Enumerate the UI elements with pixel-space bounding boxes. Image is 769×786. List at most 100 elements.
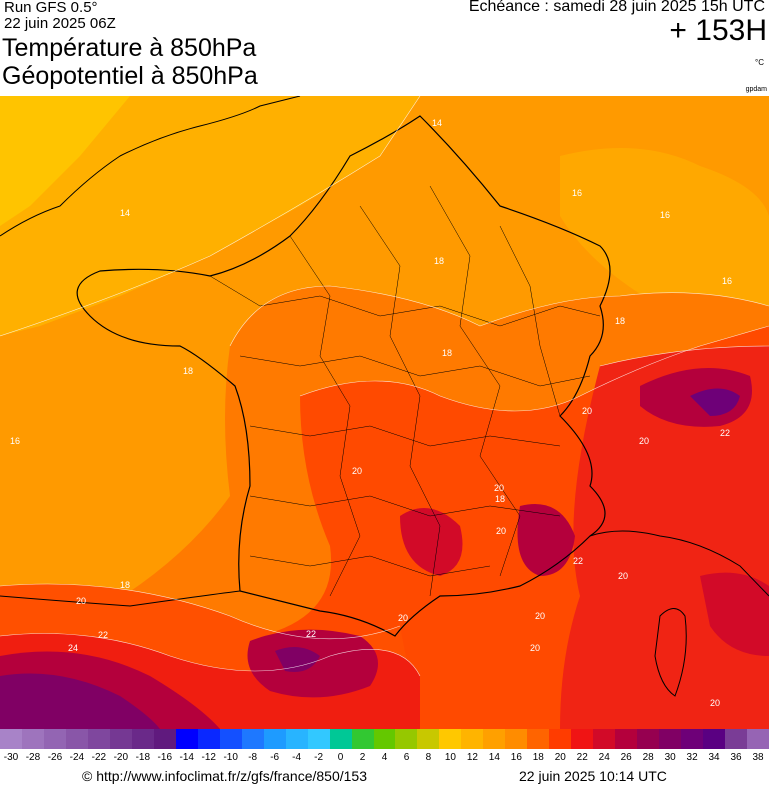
- scale-tick-label: -22: [91, 752, 107, 763]
- color-swatch: [153, 729, 177, 749]
- scale-tick-label: 38: [752, 752, 764, 763]
- color-swatch: [285, 729, 309, 749]
- color-swatch: [307, 729, 331, 749]
- run-label: Run GFS 0.5°: [4, 0, 98, 16]
- scale-tick-label: 30: [664, 752, 676, 763]
- contour-label: 20: [76, 596, 86, 606]
- contour-label: 16: [572, 188, 582, 198]
- title-temperature: Température à 850hPa: [2, 34, 257, 62]
- color-swatch: [549, 729, 572, 749]
- temperature-map: 14 14 16 16 16 16 18 18 18 18 18 20 20 2…: [0, 96, 769, 729]
- color-swatch: [659, 729, 682, 749]
- contour-label: 18: [615, 316, 625, 326]
- color-swatch: [505, 729, 528, 749]
- color-swatch: [263, 729, 287, 749]
- contour-labels: 14 14 16 16 16 16 18 18 18 18 18 20 20 2…: [10, 118, 732, 708]
- scale-tick-label: 36: [730, 752, 742, 763]
- color-swatch: [373, 729, 396, 749]
- scale-tick-label: 24: [598, 752, 610, 763]
- scale-tick-label: -2: [314, 752, 324, 763]
- color-swatch: [329, 729, 353, 749]
- contour-label: 16: [722, 276, 732, 286]
- scale-tick-label: 10: [444, 752, 456, 763]
- forecast-time: Echéance : samedi 28 juin 2025 15h UTC: [468, 0, 765, 15]
- scale-tick-label: 6: [403, 752, 410, 763]
- color-swatch: [681, 729, 704, 749]
- color-swatch: [703, 729, 726, 749]
- scale-tick-label: -12: [201, 752, 216, 763]
- source-url: © http://www.infoclimat.fr/z/gfs/france/…: [82, 768, 367, 784]
- scale-tick-label: -4: [292, 752, 302, 763]
- scale-tick-label: 28: [642, 752, 654, 763]
- color-swatch: [65, 729, 89, 749]
- map-canvas: 14 14 16 16 16 16 18 18 18 18 18 20 20 2…: [0, 96, 769, 729]
- color-swatch: [527, 729, 550, 749]
- color-swatch: [175, 729, 199, 749]
- scale-tick-label: 4: [381, 752, 388, 763]
- color-swatch: [219, 729, 243, 749]
- color-swatch: [0, 729, 23, 749]
- scale-tick-label: -18: [135, 752, 151, 763]
- scale-tick-label: 16: [510, 752, 522, 763]
- contour-label: 20: [710, 698, 720, 708]
- scale-tick-label: 12: [466, 752, 478, 763]
- color-swatch: [615, 729, 638, 749]
- scale-tick-label: -20: [113, 752, 129, 763]
- color-swatch: [593, 729, 616, 749]
- contour-label: 24: [68, 643, 78, 653]
- color-swatch: [483, 729, 506, 749]
- color-scale-ticks: -30 -28 -26 -24 -22 -20 -18 -16 -14 -12 -10 -8 -6 -4-…: [0, 752, 769, 766]
- contour-label: 18: [442, 348, 452, 358]
- contour-label: 20: [398, 613, 408, 623]
- contour-label: 18: [120, 580, 130, 590]
- field-24-italy: [700, 572, 769, 656]
- forecast-offset: + 153H: [669, 14, 767, 47]
- color-swatch: [571, 729, 594, 749]
- color-swatch: [351, 729, 374, 749]
- corsica-coast: [654, 608, 687, 697]
- scale-tick-label: 34: [708, 752, 720, 763]
- contour-label: 16: [660, 210, 670, 220]
- color-swatch: [747, 729, 769, 749]
- field-30-pyrenees: [275, 647, 320, 672]
- color-scale-bar: [0, 729, 769, 749]
- scale-tick-label: -26: [47, 752, 63, 763]
- contour-label: 20: [618, 571, 628, 581]
- contour-label: 20: [494, 483, 504, 493]
- italy-coast: [589, 530, 769, 597]
- color-swatch: [725, 729, 748, 749]
- contour-label: 20: [530, 643, 540, 653]
- contour-label: 16: [10, 436, 20, 446]
- generated-timestamp: 22 juin 2025 10:14 UTC: [519, 768, 667, 784]
- gpdam-label: gpdam: [745, 86, 767, 93]
- field-15-east: [560, 148, 769, 329]
- field-14-northwest: [0, 96, 420, 336]
- color-swatch: [43, 729, 67, 749]
- scale-tick-label: 2: [359, 752, 366, 763]
- unit-label: °C: [755, 58, 764, 67]
- scale-tick-label: -16: [157, 752, 173, 763]
- scale-tick-label: 32: [686, 752, 698, 763]
- scale-tick-label: 18: [532, 752, 544, 763]
- field-12-corner: [0, 96, 130, 226]
- color-swatch: [197, 729, 221, 749]
- contour-label: 20: [352, 466, 362, 476]
- contour-label: 20: [639, 436, 649, 446]
- scale-tick-label: -10: [223, 752, 238, 763]
- scale-tick-label: 8: [425, 752, 432, 763]
- contour-label: 20: [535, 611, 545, 621]
- color-swatch: [21, 729, 45, 749]
- color-swatch: [637, 729, 660, 749]
- scale-tick-label: -14: [179, 752, 194, 763]
- scale-tick-label: 26: [620, 752, 632, 763]
- color-swatch: [131, 729, 155, 749]
- color-swatch: [241, 729, 265, 749]
- scale-tick-label: 0: [337, 752, 344, 763]
- color-swatch: [395, 729, 418, 749]
- color-swatch: [109, 729, 133, 749]
- contour-label: 22: [98, 630, 108, 640]
- contour-label: 20: [582, 406, 592, 416]
- header: Run GFS 0.5° 22 juin 2025 06Z Températur…: [0, 0, 769, 96]
- field-32-alps: [690, 388, 740, 416]
- color-swatch: [461, 729, 484, 749]
